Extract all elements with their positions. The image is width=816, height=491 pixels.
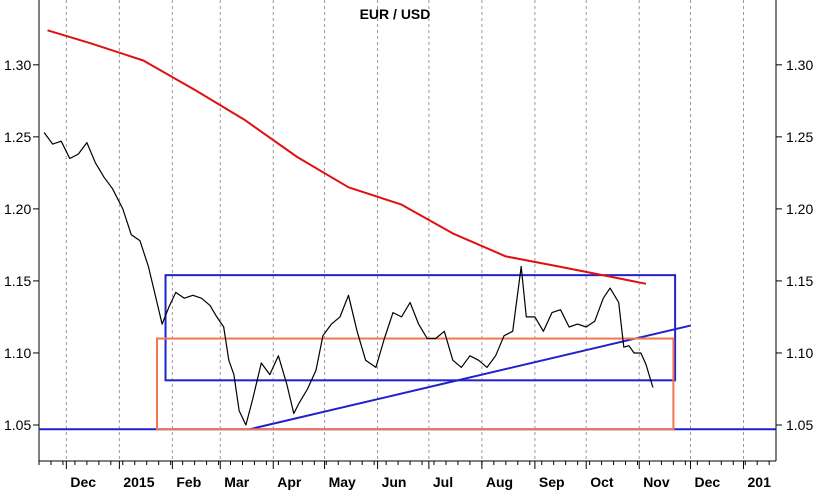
moving-average-line xyxy=(47,29,647,285)
x-tick-label: Nov xyxy=(643,474,670,490)
x-tick-label: Apr xyxy=(277,474,302,490)
annotation-rectangle xyxy=(164,274,677,382)
chart-frame xyxy=(38,0,777,462)
x-axis: Dec 2015 Feb Mar Apr May Jun Jul Aug Sep Oct Nov Dec… xyxy=(38,461,772,490)
price-series-line xyxy=(43,132,654,426)
annotation-rectangle xyxy=(155,337,675,431)
x-tick-label: Oct xyxy=(590,474,614,490)
series-layer xyxy=(43,29,654,426)
x-tick-label: Dec xyxy=(70,474,96,490)
y-axis-right: 1.05 1.10 1.15 1.20 1.25 1.30 xyxy=(776,57,813,433)
grid-layer xyxy=(65,0,745,461)
y-tick-label-right: 1.05 xyxy=(786,417,813,433)
chart-title: EUR / USD xyxy=(360,6,431,22)
y-tick-label-left: 1.25 xyxy=(4,129,31,145)
annotation-layer xyxy=(39,274,776,431)
annotation-line xyxy=(249,324,691,431)
y-tick-label-right: 1.15 xyxy=(786,273,813,289)
y-tick-label-left: 1.20 xyxy=(4,201,31,217)
x-tick-label: Aug xyxy=(486,474,513,490)
y-tick-label-left: 1.10 xyxy=(4,345,31,361)
y-tick-label-right: 1.30 xyxy=(786,57,813,73)
y-tick-label-left: 1.05 xyxy=(4,417,31,433)
x-tick-label: Mar xyxy=(224,474,249,490)
y-tick-label-right: 1.25 xyxy=(786,129,813,145)
y-tick-label-left: 1.15 xyxy=(4,273,31,289)
x-tick-label: Dec xyxy=(695,474,721,490)
x-tick-label: Jun xyxy=(382,474,407,490)
x-tick-label: May xyxy=(329,474,356,490)
y-tick-label-right: 1.20 xyxy=(786,201,813,217)
y-tick-label-right: 1.10 xyxy=(786,345,813,361)
y-tick-label-left: 1.30 xyxy=(4,57,31,73)
x-tick-label: 2015 xyxy=(123,474,154,490)
x-tick-label: Sep xyxy=(539,474,565,490)
y-axis-left: 1.05 1.10 1.15 1.20 1.25 1.30 xyxy=(4,57,39,433)
x-tick-label: Feb xyxy=(176,474,201,490)
x-tick-label: 201 xyxy=(748,474,772,490)
x-tick-label: Jul xyxy=(433,474,453,490)
